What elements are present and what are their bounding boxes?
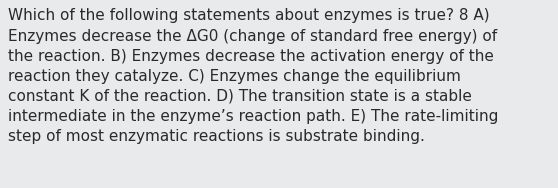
Text: Which of the following statements about enzymes is true? 8 A)
Enzymes decrease t: Which of the following statements about … (8, 8, 498, 144)
